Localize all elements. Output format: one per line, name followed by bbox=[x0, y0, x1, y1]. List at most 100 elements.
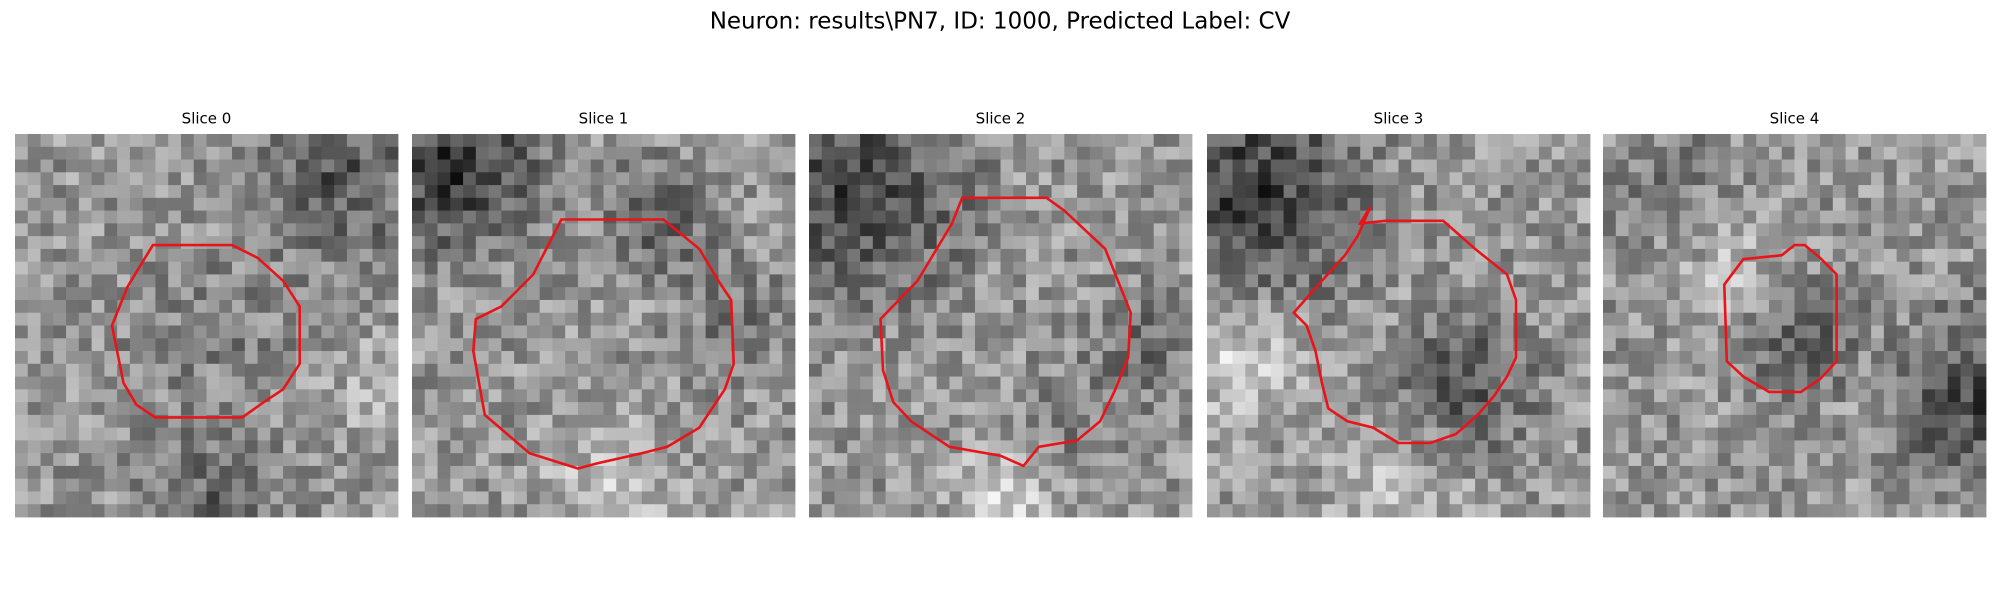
pixel bbox=[15, 223, 29, 237]
pixel bbox=[1089, 363, 1104, 377]
pixel bbox=[1064, 146, 1078, 160]
pixel bbox=[129, 312, 144, 326]
pixel bbox=[1166, 248, 1180, 263]
pixel bbox=[616, 299, 630, 314]
pixel bbox=[1077, 325, 1091, 339]
pixel bbox=[756, 261, 770, 275]
pixel bbox=[962, 351, 976, 365]
pixel bbox=[450, 159, 464, 173]
pixel bbox=[1781, 274, 1795, 288]
pixel bbox=[769, 427, 783, 441]
pixel bbox=[1807, 197, 1821, 211]
pixel bbox=[641, 299, 655, 314]
pixel bbox=[809, 363, 823, 377]
pixel bbox=[1219, 478, 1233, 492]
pixel bbox=[1232, 210, 1246, 224]
pixel bbox=[257, 197, 271, 211]
pixel bbox=[1820, 134, 1834, 148]
pixel bbox=[1140, 389, 1155, 403]
pixel bbox=[603, 236, 617, 250]
pixel bbox=[1475, 363, 1489, 377]
pixel bbox=[219, 453, 233, 467]
pixel bbox=[346, 159, 361, 173]
pixel bbox=[1026, 402, 1040, 416]
pixel bbox=[1973, 223, 1987, 237]
pixel bbox=[78, 210, 92, 224]
pixel bbox=[437, 351, 451, 365]
pixel bbox=[1551, 248, 1565, 263]
pixel bbox=[911, 185, 925, 199]
pixel bbox=[1768, 312, 1783, 326]
pixel bbox=[206, 134, 220, 148]
pixel bbox=[1934, 210, 1949, 224]
pixel bbox=[1654, 261, 1668, 275]
pixel bbox=[78, 274, 92, 288]
pixel bbox=[15, 351, 29, 365]
pixel bbox=[616, 210, 630, 224]
pixel bbox=[1756, 402, 1770, 416]
pixel bbox=[936, 287, 950, 301]
pixel bbox=[168, 210, 182, 224]
pixel bbox=[911, 197, 925, 211]
pixel bbox=[40, 210, 54, 224]
pixel bbox=[283, 134, 297, 148]
pixel bbox=[885, 491, 899, 505]
pixel bbox=[1296, 223, 1310, 237]
pixel bbox=[1270, 261, 1284, 275]
pixel bbox=[885, 465, 899, 480]
pixel bbox=[1500, 453, 1514, 467]
pixel bbox=[1258, 159, 1272, 173]
pixel bbox=[1475, 389, 1489, 403]
pixel bbox=[1756, 504, 1770, 518]
pixel bbox=[1102, 453, 1116, 467]
pixel bbox=[295, 427, 310, 441]
pixel bbox=[1219, 427, 1233, 441]
pixel bbox=[603, 210, 617, 224]
pixel bbox=[1832, 478, 1846, 492]
pixel bbox=[372, 223, 386, 237]
pixel bbox=[27, 427, 41, 441]
pixel bbox=[821, 389, 835, 403]
pixel bbox=[1270, 134, 1284, 148]
pixel bbox=[1526, 210, 1540, 224]
pixel bbox=[705, 172, 719, 186]
pixel bbox=[1309, 299, 1323, 314]
pixel bbox=[1258, 465, 1272, 480]
pixel bbox=[334, 338, 348, 352]
pixel bbox=[412, 197, 426, 211]
pixel bbox=[1153, 453, 1167, 467]
pixel bbox=[718, 478, 732, 492]
pixel bbox=[27, 261, 41, 275]
pixel bbox=[1153, 389, 1167, 403]
pixel bbox=[1781, 440, 1795, 454]
pixel bbox=[1730, 402, 1744, 416]
pixel bbox=[1807, 274, 1821, 288]
pixel bbox=[603, 338, 617, 352]
pixel bbox=[359, 261, 373, 275]
pixel bbox=[1411, 299, 1425, 314]
pixel bbox=[1564, 197, 1578, 211]
pixel bbox=[1038, 478, 1052, 492]
pixel bbox=[1730, 478, 1744, 492]
pixel bbox=[1577, 134, 1591, 148]
pixel bbox=[667, 134, 681, 148]
pixel bbox=[1000, 299, 1014, 314]
pixel bbox=[334, 210, 348, 224]
pixel bbox=[1424, 427, 1438, 441]
pixel bbox=[590, 325, 604, 339]
pixel bbox=[860, 325, 874, 339]
pixel bbox=[244, 197, 258, 211]
pixel bbox=[206, 351, 220, 365]
pixel bbox=[1334, 185, 1348, 199]
pixel bbox=[463, 325, 477, 339]
pixel bbox=[962, 402, 976, 416]
pixel bbox=[257, 159, 271, 173]
pixel bbox=[1871, 248, 1885, 263]
pixel bbox=[1487, 338, 1502, 352]
pixel bbox=[603, 376, 617, 390]
pixel bbox=[1730, 325, 1744, 339]
pixel bbox=[437, 363, 451, 377]
pixel bbox=[463, 312, 477, 326]
pixel bbox=[1026, 146, 1040, 160]
pixel bbox=[860, 338, 874, 352]
